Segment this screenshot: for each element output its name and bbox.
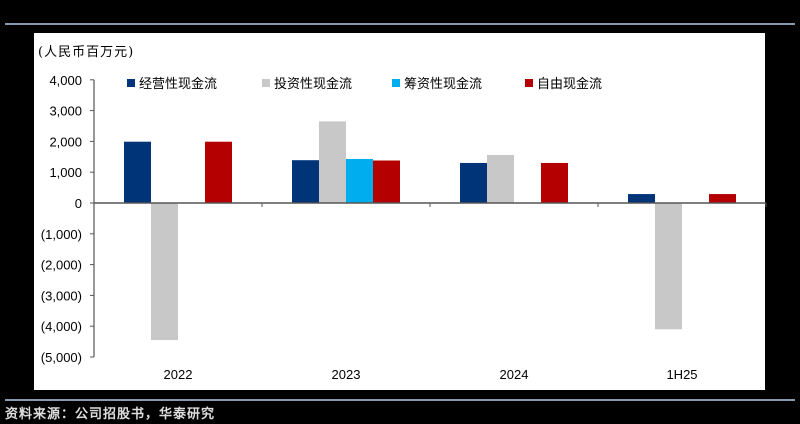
x-tick-label: 2024 <box>500 367 529 382</box>
legend-swatch-icon <box>127 78 135 87</box>
bar-2024-0 <box>460 162 487 203</box>
y-tick-label: 1,000 <box>49 165 82 180</box>
legend-label: 经营性现金流 <box>139 77 218 92</box>
bar-2024-1 <box>487 154 514 203</box>
bar-1H25-3 <box>709 194 736 203</box>
legend-item-free: 自由现金流 <box>525 73 602 92</box>
y-tick-label: (1,000) <box>41 227 82 242</box>
legend-label: 投资性现金流 <box>274 77 353 92</box>
legend-label: 自由现金流 <box>537 77 603 92</box>
y-tick-label: 2,000 <box>49 134 82 149</box>
y-tick-label: (4,000) <box>41 319 82 334</box>
bar-2024-3 <box>541 162 568 203</box>
bar-2022-0 <box>124 141 151 203</box>
y-tick-label: (5,000) <box>41 350 82 365</box>
bar-1H25-1 <box>655 203 682 330</box>
bars <box>124 121 736 341</box>
unit-label: (人民币百万元) <box>38 45 135 60</box>
y-tick-label: 0 <box>75 196 82 211</box>
bottom-divider <box>5 399 795 401</box>
y-tick-label: 4,000 <box>49 73 82 88</box>
legend-item-operating: 经营性现金流 <box>127 73 262 92</box>
y-tick-label: 3,000 <box>49 104 82 119</box>
legend-swatch-icon <box>262 78 270 87</box>
bar-2023-1 <box>319 121 346 203</box>
y-tick-label: (2,000) <box>41 258 82 273</box>
legend-item-financing: 筹资性现金流 <box>392 73 525 92</box>
chart-legend: 经营性现金流 投资性现金流 筹资性现金流 自由现金流 <box>127 73 602 92</box>
source-note: 资料来源：公司招股书，华泰研究 <box>5 407 216 422</box>
top-divider <box>5 23 795 25</box>
y-axis: 4,000 3,000 2,000 1,000 0 (1,000) (2,000) (3,00… <box>41 73 95 365</box>
x-tick-label: 2022 <box>164 367 193 382</box>
x-tick-label: 2023 <box>332 367 361 382</box>
x-tick-label: 1H25 <box>666 367 697 382</box>
bar-2022-3 <box>205 141 232 203</box>
bar-2022-1 <box>151 203 178 341</box>
bar-2023-0 <box>292 160 319 203</box>
bar-1H25-0 <box>628 194 655 203</box>
legend-swatch-icon <box>525 78 533 87</box>
bar-2023-3 <box>373 160 400 203</box>
legend-label: 筹资性现金流 <box>404 77 483 92</box>
x-axis: 2022 2023 2024 1H25 <box>93 202 767 382</box>
y-tick-label: (3,000) <box>41 288 82 303</box>
bar-2023-2 <box>346 158 373 203</box>
legend-swatch-icon <box>392 78 400 87</box>
legend-item-investing: 投资性现金流 <box>262 73 392 92</box>
